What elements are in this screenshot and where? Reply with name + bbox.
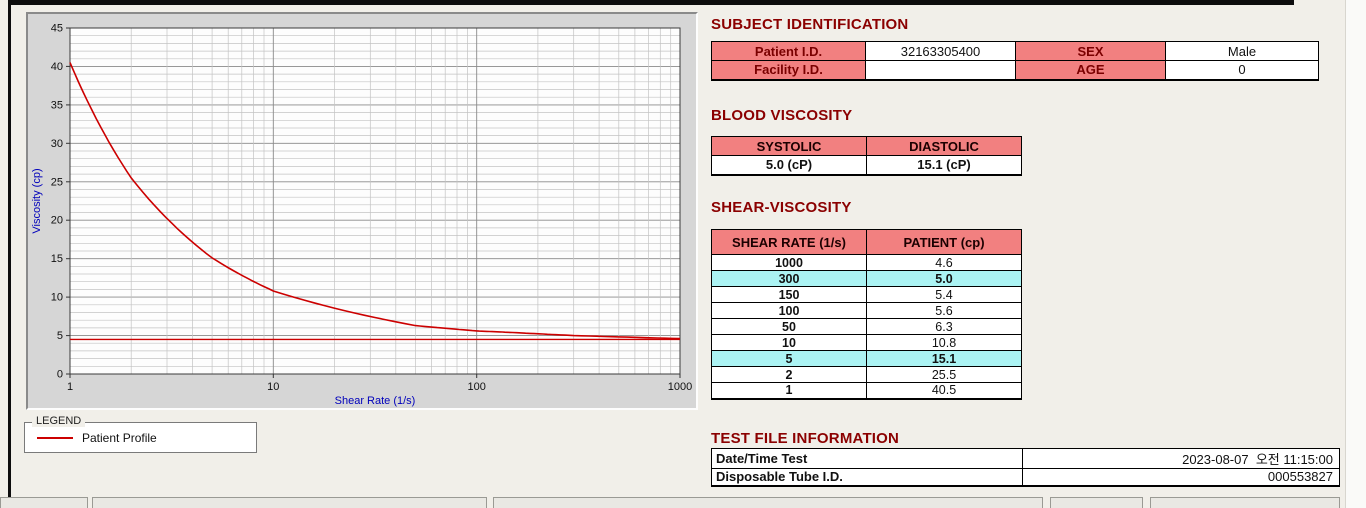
viscosity-chart-svg: 0 5 10 15 20 25 30 35 40 45 1 10 100 1000 Shear Rate (… xyxy=(31,23,692,408)
bottom-panel-2[interactable] xyxy=(92,497,487,508)
test-file-information-table: Date/Time Test 2023-08-07 오전 11:15:00 Di… xyxy=(711,448,1340,487)
patient-cp-cell: 5.0 xyxy=(866,270,1022,287)
bottom-panel-5[interactable] xyxy=(1150,497,1340,508)
facility-id-label: Facility I.D. xyxy=(711,60,866,80)
patient-cp-header: PATIENT (cp) xyxy=(866,229,1022,255)
table-row: 2 25.5 xyxy=(711,366,1022,383)
table-row: Facility I.D. AGE 0 xyxy=(711,60,1319,80)
shear-rate-cell: 100 xyxy=(711,302,867,319)
svg-text:1000: 1000 xyxy=(668,381,692,393)
viscosity-chart-panel: 0 5 10 15 20 25 30 35 40 45 1 10 100 1000 Shear Rate (… xyxy=(26,12,698,410)
table-row: Date/Time Test 2023-08-07 오전 11:15:00 xyxy=(711,448,1340,469)
table-row: 5.0 (cP) 15.1 (cP) xyxy=(711,155,1022,175)
window-top-border xyxy=(8,0,1294,5)
table-row: 5 15.1 xyxy=(711,350,1022,367)
window-right-edge xyxy=(1345,0,1366,508)
blood-viscosity-table: SYSTOLIC DIASTOLIC 5.0 (cP) 15.1 (cP) xyxy=(711,136,1022,176)
table-row: 150 5.4 xyxy=(711,286,1022,303)
age-value: 0 xyxy=(1165,60,1319,80)
subject-identification-title: SUBJECT IDENTIFICATION xyxy=(711,16,909,33)
svg-text:40: 40 xyxy=(51,61,63,73)
svg-text:100: 100 xyxy=(468,381,486,393)
table-row: 300 5.0 xyxy=(711,270,1022,287)
bottom-panel-3[interactable] xyxy=(493,497,1043,508)
patient-id-label: Patient I.D. xyxy=(711,41,866,61)
table-row: 50 6.3 xyxy=(711,318,1022,335)
patient-profile-line-icon xyxy=(37,436,73,439)
legend-item: Patient Profile xyxy=(25,423,256,452)
systolic-value: 5.0 (cP) xyxy=(711,155,867,175)
shear-rate-cell: 5 xyxy=(711,350,867,367)
facility-id-value xyxy=(865,60,1016,80)
age-label: AGE xyxy=(1015,60,1166,80)
diastolic-value: 15.1 (cP) xyxy=(866,155,1022,175)
patient-cp-cell: 5.6 xyxy=(866,302,1022,319)
bottom-panel-4[interactable] xyxy=(1050,497,1143,508)
shear-rate-cell: 1000 xyxy=(711,254,867,271)
patient-cp-cell: 10.8 xyxy=(866,334,1022,351)
legend-title: LEGEND xyxy=(32,415,86,427)
patient-cp-cell: 6.3 xyxy=(866,318,1022,335)
legend-item-label: Patient Profile xyxy=(82,430,157,445)
table-row: SYSTOLIC DIASTOLIC xyxy=(711,136,1022,156)
svg-text:15: 15 xyxy=(51,253,63,265)
svg-text:35: 35 xyxy=(51,99,63,111)
patient-cp-cell: 25.5 xyxy=(866,366,1022,383)
patient-cp-cell: 5.4 xyxy=(866,286,1022,303)
table-row: SHEAR RATE (1/s) PATIENT (cp) xyxy=(711,229,1022,255)
shear-viscosity-title: SHEAR-VISCOSITY xyxy=(711,199,852,216)
test-file-information-title: TEST FILE INFORMATION xyxy=(711,430,900,447)
table-row: 1 40.5 xyxy=(711,382,1022,399)
patient-cp-cell: 15.1 xyxy=(866,350,1022,367)
table-row: 100 5.6 xyxy=(711,302,1022,319)
shear-rate-cell: 50 xyxy=(711,318,867,335)
shear-rate-cell: 150 xyxy=(711,286,867,303)
legend-groupbox: LEGEND Patient Profile xyxy=(24,415,257,453)
shear-rate-cell: 1 xyxy=(711,382,867,399)
shear-rate-cell: 300 xyxy=(711,270,867,287)
report-panel: SUBJECT IDENTIFICATION Patient I.D. 3216… xyxy=(711,0,1351,508)
window-left-border xyxy=(8,0,11,497)
svg-text:10: 10 xyxy=(51,292,63,304)
subject-identification-table: Patient I.D. 32163305400 SEX Male Facili… xyxy=(711,41,1319,81)
date-time-test-value: 2023-08-07 오전 11:15:00 xyxy=(1022,448,1340,469)
table-row: Patient I.D. 32163305400 SEX Male xyxy=(711,41,1319,61)
svg-text:30: 30 xyxy=(51,138,63,150)
svg-text:10: 10 xyxy=(267,381,279,393)
table-row: 1000 4.6 xyxy=(711,254,1022,271)
svg-text:1: 1 xyxy=(67,381,73,393)
date-time-test-label: Date/Time Test xyxy=(711,448,1023,469)
svg-text:20: 20 xyxy=(51,215,63,227)
svg-text:0: 0 xyxy=(57,369,63,381)
shear-rate-header: SHEAR RATE (1/s) xyxy=(711,229,867,255)
svg-text:Shear Rate (1/s): Shear Rate (1/s) xyxy=(335,395,416,407)
systolic-header: SYSTOLIC xyxy=(711,136,867,156)
sex-value: Male xyxy=(1165,41,1319,61)
patient-cp-cell: 4.6 xyxy=(866,254,1022,271)
svg-text:45: 45 xyxy=(51,23,63,35)
sex-label: SEX xyxy=(1015,41,1166,61)
patient-cp-cell: 40.5 xyxy=(866,382,1022,399)
table-row: 10 10.8 xyxy=(711,334,1022,351)
diastolic-header: DIASTOLIC xyxy=(866,136,1022,156)
disposable-tube-id-label: Disposable Tube I.D. xyxy=(711,468,1023,486)
disposable-tube-id-value: 000553827 xyxy=(1022,468,1340,486)
shear-viscosity-table: SHEAR RATE (1/s) PATIENT (cp) 1000 4.6 3… xyxy=(711,229,1022,400)
svg-text:Viscosity (cp): Viscosity (cp) xyxy=(31,168,43,233)
table-row: Disposable Tube I.D. 000553827 xyxy=(711,468,1340,486)
svg-text:5: 5 xyxy=(57,330,63,342)
shear-rate-cell: 10 xyxy=(711,334,867,351)
shear-rate-cell: 2 xyxy=(711,366,867,383)
blood-viscosity-title: BLOOD VISCOSITY xyxy=(711,107,853,124)
bottom-panel-1[interactable] xyxy=(0,497,88,508)
patient-id-value: 32163305400 xyxy=(865,41,1016,61)
svg-text:25: 25 xyxy=(51,176,63,188)
